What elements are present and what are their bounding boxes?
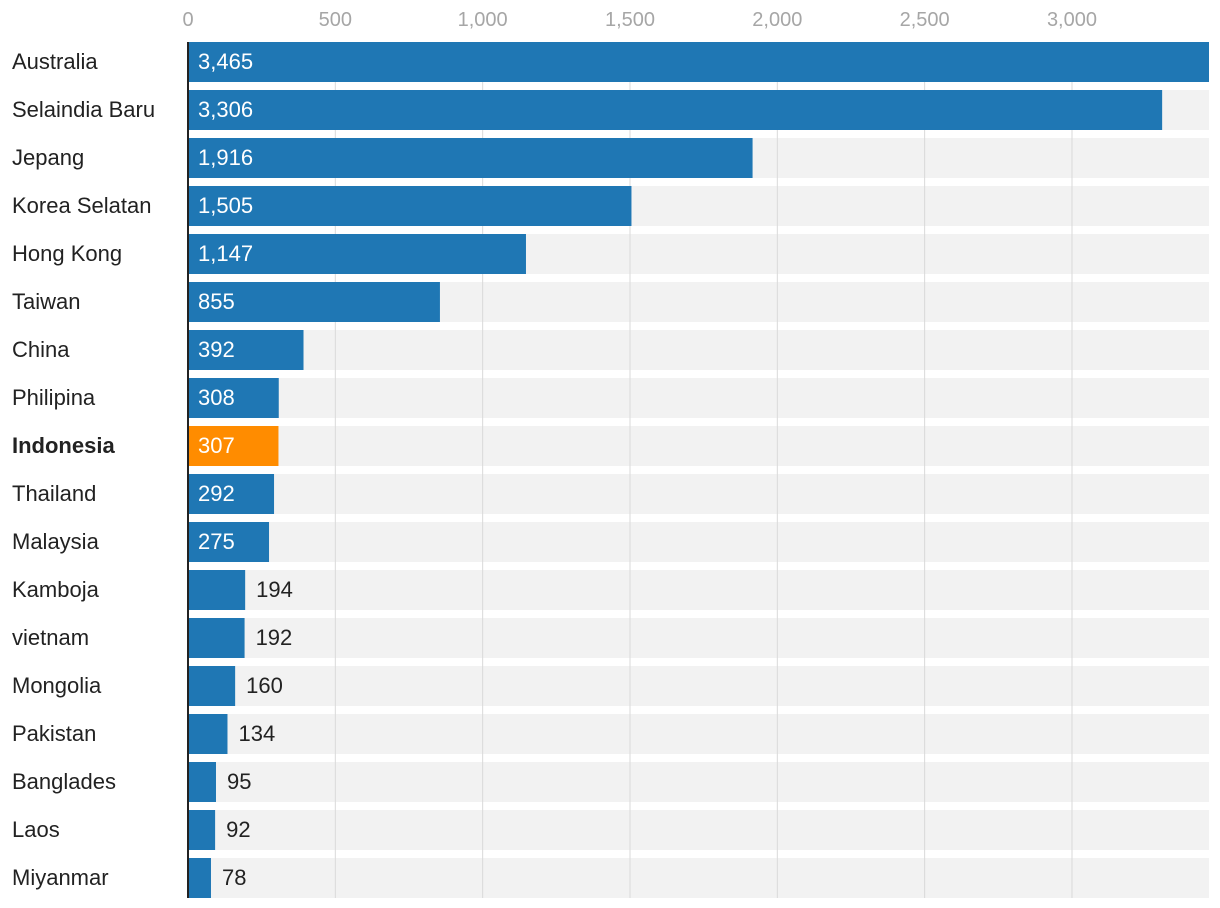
bar-track bbox=[188, 426, 1209, 466]
x-tick-label: 3,000 bbox=[1047, 9, 1097, 31]
value-labels: 3,465 3,306 1,916 1,505 1,147 855 392 308 307 292… bbox=[198, 49, 293, 890]
category-label: Mongolia bbox=[12, 673, 102, 698]
value-label: 3,465 bbox=[198, 49, 253, 74]
category-label: Thailand bbox=[12, 481, 96, 506]
bar-vietnam bbox=[188, 618, 245, 658]
bar-laos bbox=[188, 810, 216, 850]
category-label: Jepang bbox=[12, 145, 84, 170]
bar-track bbox=[188, 762, 1209, 802]
category-label: Kamboja bbox=[12, 577, 100, 602]
gridlines bbox=[334, 42, 1073, 898]
bar-malaysia bbox=[188, 522, 270, 562]
bar-china bbox=[188, 330, 304, 370]
value-label: 78 bbox=[222, 865, 246, 890]
bar-track bbox=[188, 666, 1209, 706]
category-label: Korea Selatan bbox=[12, 193, 151, 218]
bar-selaindia-baru bbox=[188, 90, 1163, 130]
value-label: 3,306 bbox=[198, 97, 253, 122]
bar-thailand bbox=[188, 474, 275, 514]
category-label: Selaindia Baru bbox=[12, 97, 155, 122]
bar-australia bbox=[188, 42, 1209, 82]
value-label: 308 bbox=[198, 385, 235, 410]
bar-korea-selatan bbox=[188, 186, 632, 226]
value-label: 192 bbox=[256, 625, 293, 650]
bar-kamboja bbox=[188, 570, 246, 610]
bar-hong-kong bbox=[188, 234, 526, 274]
bar-track bbox=[188, 714, 1209, 754]
value-label: 1,916 bbox=[198, 145, 253, 170]
bar-banglades bbox=[188, 762, 216, 802]
value-label: 1,147 bbox=[198, 241, 253, 266]
value-label: 292 bbox=[198, 481, 235, 506]
category-label: Taiwan bbox=[12, 289, 80, 314]
value-label: 134 bbox=[238, 721, 275, 746]
value-label: 855 bbox=[198, 289, 235, 314]
bar-track bbox=[188, 474, 1209, 514]
category-label: Philipina bbox=[12, 385, 96, 410]
bar-track bbox=[188, 570, 1209, 610]
category-label: Malaysia bbox=[12, 529, 100, 554]
category-label: Banglades bbox=[12, 769, 116, 794]
bar-philipina bbox=[188, 378, 279, 418]
x-tick-label: 1,500 bbox=[605, 9, 655, 31]
value-label: 307 bbox=[198, 433, 235, 458]
x-axis-ticks: 0 500 1,000 1,500 2,000 2,500 3,000 bbox=[182, 9, 1097, 31]
x-tick-label: 2,000 bbox=[752, 9, 802, 31]
x-tick-label: 1,000 bbox=[458, 9, 508, 31]
category-label: Miyanmar bbox=[12, 865, 109, 890]
bar-mongolia bbox=[188, 666, 236, 706]
value-label: 392 bbox=[198, 337, 235, 362]
value-label: 160 bbox=[246, 673, 283, 698]
bar-track bbox=[188, 858, 1209, 898]
value-label: 95 bbox=[227, 769, 251, 794]
bar-track bbox=[188, 522, 1209, 562]
category-label: Indonesia bbox=[12, 433, 115, 458]
bar-track bbox=[188, 330, 1209, 370]
value-label: 1,505 bbox=[198, 193, 253, 218]
x-tick-label: 500 bbox=[319, 9, 352, 31]
bar-jepang bbox=[188, 138, 753, 178]
value-label: 194 bbox=[256, 577, 293, 602]
value-label: 92 bbox=[226, 817, 250, 842]
bar-track bbox=[188, 810, 1209, 850]
category-label: Laos bbox=[12, 817, 60, 842]
value-label: 275 bbox=[198, 529, 235, 554]
category-label: Hong Kong bbox=[12, 241, 122, 266]
bar-indonesia bbox=[188, 426, 279, 466]
bar-pakistan bbox=[188, 714, 228, 754]
category-label: China bbox=[12, 337, 70, 362]
x-tick-label: 0 bbox=[182, 9, 193, 31]
category-label: Australia bbox=[12, 49, 98, 74]
category-label: Pakistan bbox=[12, 721, 96, 746]
bar-track bbox=[188, 378, 1209, 418]
bar-track bbox=[188, 618, 1209, 658]
x-tick-label: 2,500 bbox=[900, 9, 950, 31]
bars bbox=[188, 42, 1209, 898]
bar-taiwan bbox=[188, 282, 440, 322]
bar-miyanmar bbox=[188, 858, 211, 898]
category-labels: Australia Selaindia Baru Jepang Korea Selat… bbox=[12, 49, 155, 890]
category-label: vietnam bbox=[12, 625, 89, 650]
